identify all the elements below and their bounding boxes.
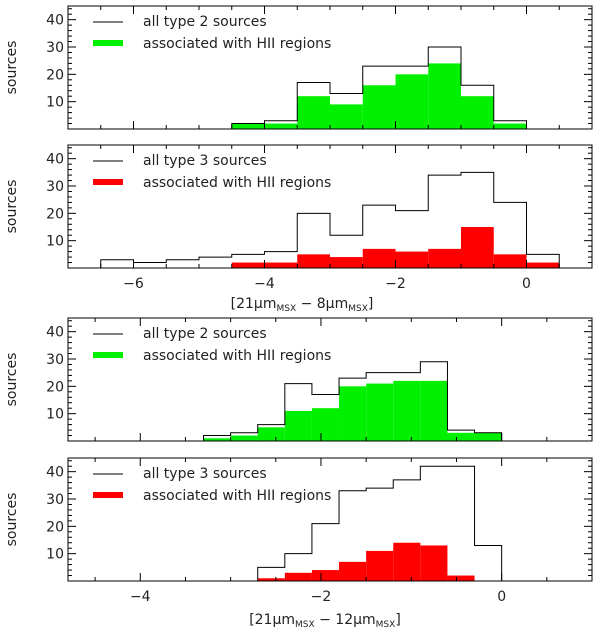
bar-p3-hii-11	[420, 380, 448, 441]
ytick-label-p2-10: 10	[46, 234, 64, 250]
ytick-label-p2-40: 40	[46, 152, 64, 168]
ytick-label-p3-30: 30	[46, 352, 64, 368]
bar-p2-hii-8	[362, 248, 396, 268]
outline-p1	[231, 46, 527, 129]
legend-swatch-p4	[93, 492, 123, 498]
ytick-label-p2-20: 20	[46, 206, 64, 222]
bar-p4-hii-5	[393, 542, 421, 581]
bar-p1-hii-7	[461, 96, 494, 129]
bar-p4-hii-6	[420, 545, 448, 581]
ytick-label-p4-40: 40	[46, 465, 64, 481]
bar-p2-hii-11	[461, 227, 494, 268]
bar-p1-hii-2	[297, 96, 330, 129]
bar-p3-hii-4	[230, 435, 258, 441]
xtick-label-p2-2: −2	[385, 276, 406, 292]
bar-p2-hii-10	[428, 248, 461, 268]
legend-all-p3: all type 2 sources	[143, 326, 267, 342]
bar-p1-hii-1	[264, 123, 298, 129]
bar-p2-hii-4	[231, 262, 265, 268]
bar-p3-hii-7	[311, 408, 340, 441]
bar-p3-hii-6	[284, 410, 312, 441]
ytick-label-p2-30: 30	[46, 179, 64, 195]
xtick-label-p4-2: 0	[497, 589, 506, 605]
outline-p2	[100, 171, 560, 268]
bar-p3-hii-8	[339, 386, 367, 441]
ytick-label-p1-30: 30	[46, 40, 64, 56]
bar-p1-hii-5	[395, 74, 429, 129]
ylabel-p2: sources	[4, 180, 20, 234]
ylabel-p4: sources	[4, 493, 20, 547]
bar-p2-hii-9	[395, 251, 429, 268]
legend-swatch-p3	[93, 352, 123, 358]
ytick-label-p1-20: 20	[46, 67, 64, 83]
legend-all-p2: all type 3 sources	[143, 153, 267, 169]
ytick-label-p3-20: 20	[46, 379, 64, 395]
ytick-label-p1-40: 40	[46, 13, 64, 29]
bar-p3-hii-3	[203, 438, 231, 441]
legend-hii-p2: associated with HII regions	[143, 175, 331, 191]
bar-p4-hii-1	[284, 572, 312, 581]
xtick-label-p4-1: −2	[311, 589, 332, 605]
panel-p2: 10 20 30 40 −6 −4 −2 0 sources all type 3 sources…	[4, 144, 593, 292]
bar-p4-hii-4	[366, 550, 394, 581]
xtick-label-p4-0: −4	[130, 589, 151, 605]
ytick-label-p4-10: 10	[46, 547, 64, 563]
ytick-label-p4-30: 30	[46, 492, 64, 508]
ytick-label-p3-10: 10	[46, 407, 64, 423]
panel-p4: 10 20 30 40 −4 −2 0 sources all type 3 sources as…	[4, 457, 593, 605]
bar-p2-hii-5	[264, 262, 298, 268]
xtick-label-p2-0: −6	[123, 276, 144, 292]
bar-p3-hii-10	[393, 380, 421, 441]
ylabel-p1: sources	[4, 41, 20, 95]
bar-p3-hii-13	[474, 432, 502, 441]
bar-p3-hii-9	[366, 383, 394, 441]
axes-frame-p3	[67, 317, 593, 442]
bar-p2-hii-13	[526, 262, 560, 268]
bottom-xlabel: [21μmMSX − 12μmMSX]	[249, 612, 401, 630]
top-xlabel: [21μmMSX − 8μmMSX]	[231, 296, 374, 314]
ylabel-p3: sources	[4, 353, 20, 407]
bar-p3-hii-5	[257, 427, 285, 441]
bar-p4-hii-7	[447, 575, 475, 581]
bar-p3-hii-12	[447, 432, 475, 441]
outline-p4	[257, 465, 529, 582]
legend-swatch-p2	[93, 179, 123, 185]
xtick-label-p2-3: 0	[522, 276, 531, 292]
panel-p1: 10 20 30 40 sources all type 2 sources associa…	[4, 5, 593, 130]
legend-swatch-p1	[93, 40, 123, 46]
legend-hii-p1: associated with HII regions	[143, 36, 331, 52]
ytick-label-p3-40: 40	[46, 325, 64, 341]
legend-all-p1: all type 2 sources	[143, 14, 267, 30]
bar-p2-hii-12	[493, 254, 527, 268]
bar-p2-hii-7	[330, 257, 363, 268]
legend-all-p4: all type 3 sources	[143, 466, 267, 482]
legend-hii-p3: associated with HII regions	[143, 348, 331, 364]
bar-p1-hii-6	[428, 63, 461, 129]
bar-p1-hii-4	[362, 85, 396, 129]
outline-p3	[122, 361, 529, 442]
ytick-label-p4-20: 20	[46, 519, 64, 535]
axes-frame-p4	[67, 457, 593, 582]
bar-p1-hii-8	[493, 123, 527, 129]
ytick-label-p1-10: 10	[46, 95, 64, 111]
xtick-label-p2-1: −4	[254, 276, 275, 292]
bar-p2-hii-6	[297, 254, 330, 268]
bar-p4-hii-0	[257, 578, 285, 581]
panel-p3: 10 20 30 40 sources all type 2 sources associa…	[4, 317, 593, 442]
bar-p1-hii-0	[231, 123, 265, 129]
bar-p1-hii-3	[330, 104, 363, 129]
bar-p4-hii-3	[339, 561, 367, 581]
bar-p4-hii-2	[311, 570, 340, 581]
legend-hii-p4: associated with HII regions	[143, 488, 331, 504]
